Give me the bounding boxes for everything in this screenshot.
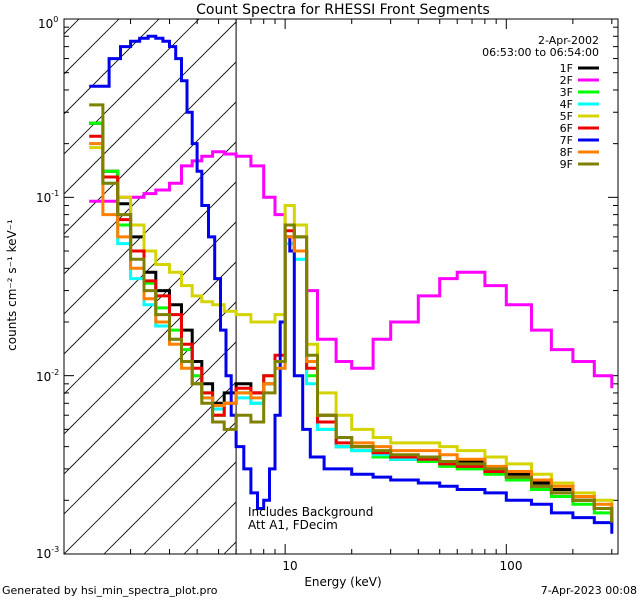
series-line-9F [89,103,614,523]
plot-frame [63,18,619,555]
hatch-line [64,19,120,75]
hatch-line [103,421,237,554]
series-line-8F [89,142,614,518]
hatch-line [64,341,237,515]
y-tick-label-0p1: 10-1 [36,189,59,205]
annotation-background: Includes Background [248,505,373,519]
chart-title: Count Spectra for RHESSI Front Segments [196,2,490,18]
annotation-attenuator: Att A1, FDecim [248,518,338,532]
hatch-line [64,21,237,195]
y-axis-label: counts cm⁻² s⁻¹ keV⁻¹ [5,219,19,351]
hatch-line [64,19,160,115]
x-tick-label-100: 100 [500,559,523,573]
hatch-line [64,19,200,155]
legend-label-6F: 6F [560,122,573,135]
series-line-5F [89,146,614,513]
x-axis-label: Energy (keV) [304,575,381,589]
hatch-line [64,101,237,275]
hatch-line [64,381,237,554]
legend-label-7F: 7F [560,134,573,147]
legend-label-9F: 9F [560,158,573,171]
y-tick-label-0p01: 10-2 [36,368,59,384]
footer-generator: Generated by hsi_min_spectra_plot.pro [2,584,218,597]
hatch-line [64,181,237,355]
legend-label-4F: 4F [560,98,573,111]
legend-label-2F: 2F [560,74,573,87]
date-label: 2-Apr-2002 [538,34,599,47]
axis-ticks [63,19,618,555]
hatch-line [64,141,237,315]
x-tick-label-10: 10 [282,559,297,573]
hatch-line [64,301,237,475]
footer-date: 7-Apr-2023 00:08 [541,584,637,597]
series-line-7F [89,34,614,534]
time-range-label: 06:53:00 to 06:54:00 [482,46,599,59]
y-tick-label-1: 100 [38,15,58,31]
hatch-line [64,221,237,395]
legend-label-1F: 1F [560,62,573,75]
legend-label-5F: 5F [560,110,573,123]
series-group [89,34,614,534]
attenuator-hatch-region [64,19,237,554]
legend-label-8F: 8F [560,146,573,159]
y-tick-label-0p001: 10-3 [36,545,59,561]
legend-label-3F: 3F [560,86,573,99]
